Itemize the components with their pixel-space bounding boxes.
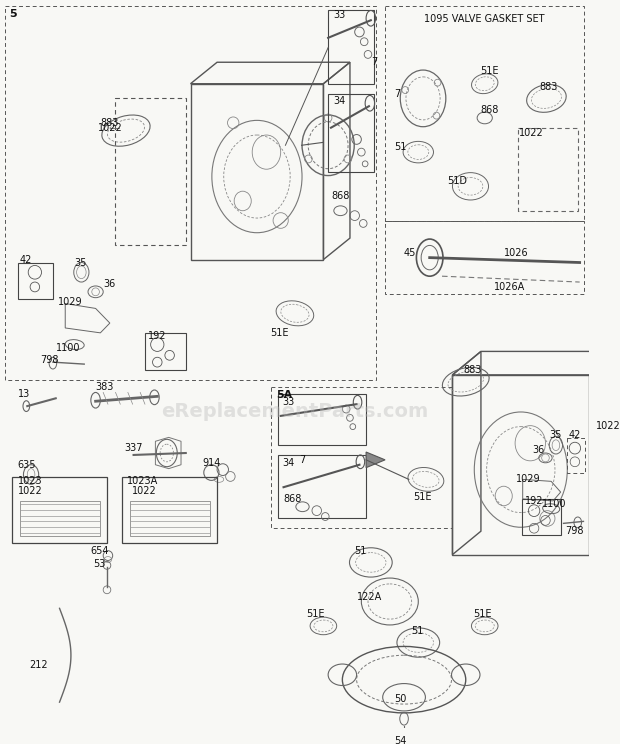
Text: 33: 33 bbox=[333, 10, 345, 21]
Text: 1026A: 1026A bbox=[494, 282, 526, 292]
Text: 192: 192 bbox=[525, 496, 543, 506]
Text: 798: 798 bbox=[565, 526, 584, 536]
Text: 1022: 1022 bbox=[97, 123, 122, 132]
Bar bbox=[518, 128, 578, 211]
Bar bbox=[6, 5, 376, 379]
Bar bbox=[122, 478, 217, 543]
Text: 868: 868 bbox=[331, 191, 349, 201]
Text: 1023A: 1023A bbox=[127, 476, 158, 487]
Text: 1023: 1023 bbox=[18, 476, 42, 487]
Text: 51D: 51D bbox=[447, 176, 467, 187]
Text: 654: 654 bbox=[91, 545, 109, 556]
Text: 50: 50 bbox=[394, 694, 407, 704]
Polygon shape bbox=[366, 452, 385, 468]
Text: 42: 42 bbox=[20, 254, 32, 265]
Text: 13: 13 bbox=[18, 389, 30, 400]
Text: 35: 35 bbox=[549, 431, 562, 440]
Text: 212: 212 bbox=[29, 660, 48, 670]
Bar bbox=[522, 499, 560, 535]
Text: 51: 51 bbox=[394, 142, 407, 153]
Text: 1029: 1029 bbox=[516, 475, 541, 484]
Bar bbox=[271, 387, 451, 528]
Text: 7: 7 bbox=[371, 57, 377, 67]
Text: 883: 883 bbox=[540, 82, 558, 92]
Text: eReplacementParts.com: eReplacementParts.com bbox=[161, 402, 428, 420]
Bar bbox=[18, 263, 53, 298]
Text: 635: 635 bbox=[18, 460, 37, 469]
Text: 7: 7 bbox=[394, 89, 401, 98]
Text: 53: 53 bbox=[93, 559, 105, 569]
Text: 914: 914 bbox=[202, 458, 220, 468]
Text: 1095 VALVE GASKET SET: 1095 VALVE GASKET SET bbox=[425, 14, 545, 25]
Text: 1100: 1100 bbox=[56, 342, 80, 353]
Bar bbox=[115, 98, 186, 245]
Text: 51: 51 bbox=[410, 626, 423, 636]
Text: 35: 35 bbox=[75, 257, 87, 268]
Text: 1022: 1022 bbox=[519, 127, 544, 138]
Text: 798: 798 bbox=[40, 355, 59, 365]
Text: 383: 383 bbox=[95, 382, 114, 391]
Text: 883: 883 bbox=[100, 118, 118, 128]
Text: 51E: 51E bbox=[306, 609, 325, 619]
Text: 54: 54 bbox=[394, 737, 407, 744]
Text: 5A: 5A bbox=[276, 390, 292, 400]
Bar bbox=[385, 5, 585, 220]
Text: 1022: 1022 bbox=[131, 486, 156, 496]
Text: 868: 868 bbox=[283, 494, 302, 504]
Text: 7: 7 bbox=[299, 455, 306, 465]
Text: 36: 36 bbox=[103, 279, 115, 289]
Text: 33: 33 bbox=[283, 397, 295, 407]
Text: 192: 192 bbox=[148, 331, 166, 341]
Text: 5: 5 bbox=[9, 10, 17, 19]
Bar bbox=[328, 10, 374, 84]
Bar bbox=[145, 333, 186, 370]
Bar bbox=[130, 501, 210, 536]
Bar bbox=[12, 478, 107, 543]
Text: 34: 34 bbox=[333, 97, 345, 106]
Text: 337: 337 bbox=[124, 443, 143, 453]
Text: 51: 51 bbox=[354, 545, 366, 556]
Text: 1022: 1022 bbox=[596, 420, 620, 431]
Bar bbox=[328, 94, 374, 172]
Text: 51E: 51E bbox=[414, 492, 432, 502]
Text: 51E: 51E bbox=[473, 609, 492, 619]
Bar bbox=[594, 387, 620, 543]
Bar bbox=[20, 501, 100, 536]
Text: 1029: 1029 bbox=[58, 297, 82, 307]
Text: 1100: 1100 bbox=[542, 498, 566, 509]
Bar bbox=[278, 455, 366, 519]
Text: 868: 868 bbox=[480, 105, 498, 115]
Text: 34: 34 bbox=[283, 458, 295, 468]
Text: 1022: 1022 bbox=[18, 486, 43, 496]
Text: 51E: 51E bbox=[270, 328, 289, 338]
Text: 42: 42 bbox=[569, 431, 580, 440]
Text: 122A: 122A bbox=[356, 591, 382, 602]
Text: 51E: 51E bbox=[480, 66, 498, 76]
Text: 883: 883 bbox=[464, 365, 482, 375]
Text: 36: 36 bbox=[532, 445, 544, 455]
Text: 1026: 1026 bbox=[503, 248, 528, 257]
Bar bbox=[385, 222, 585, 294]
Bar bbox=[567, 438, 585, 472]
Bar bbox=[278, 394, 366, 445]
Text: 45: 45 bbox=[404, 248, 417, 257]
